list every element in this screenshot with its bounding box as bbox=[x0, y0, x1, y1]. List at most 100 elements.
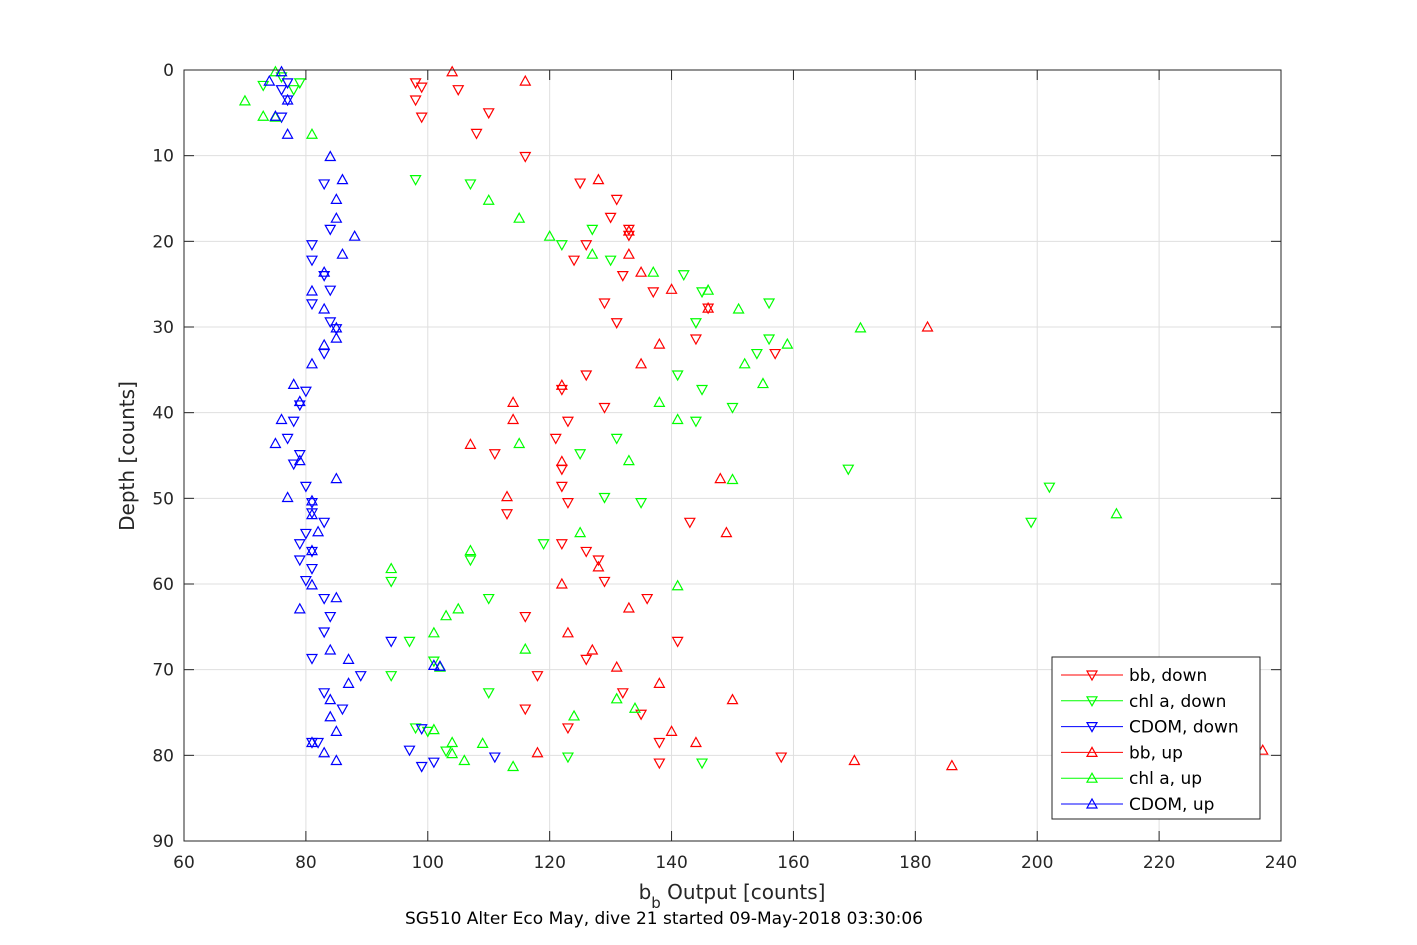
data-point bbox=[464, 179, 477, 191]
data-point bbox=[635, 709, 648, 721]
legend-label: chl a, up bbox=[1129, 769, 1202, 789]
data-point bbox=[507, 760, 520, 772]
data-point bbox=[574, 526, 587, 538]
data-point bbox=[482, 193, 495, 205]
series-3 bbox=[446, 65, 1269, 771]
data-point bbox=[324, 710, 337, 722]
data-point bbox=[427, 626, 440, 638]
data-point bbox=[665, 725, 678, 736]
data-point bbox=[275, 65, 288, 77]
data-point bbox=[671, 579, 684, 591]
data-point bbox=[293, 539, 306, 550]
data-point bbox=[281, 433, 294, 445]
legend-label: CDOM, down bbox=[1129, 718, 1239, 738]
data-point bbox=[281, 128, 294, 139]
data-point bbox=[409, 175, 422, 186]
data-point bbox=[440, 746, 453, 758]
x-tick-label: 100 bbox=[412, 853, 444, 873]
data-point bbox=[500, 490, 514, 502]
data-point bbox=[299, 575, 312, 587]
series-5 bbox=[263, 65, 446, 766]
data-point bbox=[385, 671, 398, 682]
data-point bbox=[598, 402, 611, 414]
data-point bbox=[580, 370, 593, 382]
data-point bbox=[305, 563, 319, 575]
data-point bbox=[330, 211, 343, 223]
data-point bbox=[647, 265, 660, 277]
data-points bbox=[238, 65, 1269, 773]
data-point bbox=[293, 555, 306, 567]
data-point bbox=[726, 402, 739, 414]
data-point bbox=[671, 413, 684, 425]
data-point bbox=[519, 151, 532, 163]
data-point bbox=[610, 660, 623, 672]
data-point bbox=[647, 287, 660, 299]
data-point bbox=[427, 723, 440, 735]
data-point bbox=[635, 498, 648, 509]
x-tick-label: 140 bbox=[655, 853, 687, 873]
data-point bbox=[653, 758, 666, 770]
data-point bbox=[318, 746, 331, 758]
y-tick-label: 0 bbox=[163, 61, 174, 81]
data-point bbox=[238, 94, 251, 106]
x-tick-label: 180 bbox=[899, 853, 931, 873]
data-point bbox=[1043, 482, 1056, 494]
data-point bbox=[305, 284, 319, 296]
data-point bbox=[269, 437, 282, 449]
data-point bbox=[348, 229, 361, 241]
data-point bbox=[756, 377, 769, 389]
data-point bbox=[476, 737, 489, 748]
data-point bbox=[622, 601, 635, 613]
data-point bbox=[318, 688, 331, 700]
data-point bbox=[324, 150, 337, 162]
data-point bbox=[458, 754, 471, 766]
data-point bbox=[482, 688, 495, 700]
data-point bbox=[269, 65, 282, 77]
data-point bbox=[580, 654, 593, 666]
data-point bbox=[293, 450, 306, 461]
data-point bbox=[293, 395, 306, 407]
x-axis-label: bb Output [counts] bbox=[639, 880, 826, 912]
data-point bbox=[275, 85, 288, 96]
data-point bbox=[452, 85, 465, 96]
data-point bbox=[305, 653, 319, 665]
data-point bbox=[580, 240, 593, 251]
x-axis-label-subscript: b bbox=[651, 894, 661, 912]
data-point bbox=[945, 759, 958, 771]
data-point bbox=[677, 270, 690, 281]
data-point bbox=[427, 656, 440, 668]
data-point bbox=[720, 526, 733, 538]
data-point bbox=[561, 498, 574, 509]
data-point bbox=[281, 491, 294, 503]
legend-marker bbox=[1085, 771, 1099, 783]
data-point bbox=[336, 247, 349, 259]
data-point bbox=[592, 173, 605, 185]
data-point bbox=[653, 396, 666, 407]
data-point bbox=[628, 701, 642, 713]
data-point bbox=[324, 611, 337, 623]
y-tick-label: 80 bbox=[152, 746, 174, 766]
y-tick-label: 10 bbox=[152, 147, 174, 167]
data-point bbox=[531, 671, 544, 682]
data-point bbox=[318, 265, 331, 277]
data-point bbox=[446, 747, 459, 759]
data-point bbox=[305, 508, 319, 520]
data-point bbox=[482, 593, 495, 605]
data-point bbox=[671, 636, 684, 648]
legend-marker bbox=[1085, 797, 1099, 809]
data-point bbox=[385, 636, 398, 648]
data-point bbox=[610, 692, 623, 704]
data-point bbox=[635, 265, 648, 277]
data-point bbox=[519, 611, 532, 623]
data-point bbox=[921, 320, 934, 332]
y-tick-label: 30 bbox=[152, 318, 174, 338]
data-point bbox=[683, 517, 696, 529]
data-point bbox=[305, 240, 319, 251]
legend-label: bb, up bbox=[1129, 743, 1183, 763]
data-point bbox=[281, 78, 294, 90]
y-axis-label: Depth [counts] bbox=[115, 381, 139, 531]
data-point bbox=[342, 653, 355, 664]
data-point bbox=[330, 591, 343, 603]
data-point bbox=[440, 609, 453, 621]
